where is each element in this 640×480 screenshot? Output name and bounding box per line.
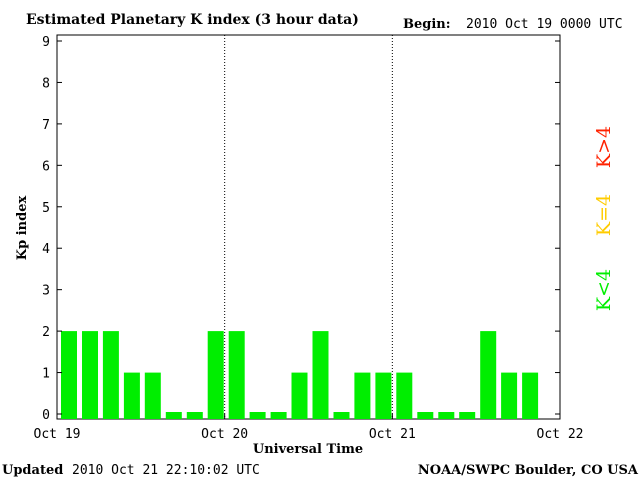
kp-bar bbox=[249, 412, 266, 419]
kp-bar bbox=[123, 372, 140, 419]
y-tick-label: 1 bbox=[42, 367, 50, 382]
plot-frame bbox=[56, 34, 561, 420]
updated-label: Updated bbox=[2, 463, 63, 478]
kp-bar bbox=[501, 372, 518, 419]
x-tick-label: Oct 19 bbox=[34, 427, 81, 442]
y-tick-label: 7 bbox=[42, 118, 50, 133]
kp-bar bbox=[165, 412, 182, 419]
y-tick-label: 5 bbox=[42, 201, 50, 216]
kp-bar bbox=[186, 412, 203, 419]
day-gridlines bbox=[224, 35, 393, 419]
legend-item: K<4 bbox=[593, 269, 615, 311]
x-tick-label: Oct 20 bbox=[201, 427, 248, 442]
bars bbox=[61, 331, 539, 419]
x-ticks: Oct 19 Oct 20 Oct 21 Oct 22 bbox=[34, 414, 584, 442]
y-axis-label: Kp index bbox=[15, 196, 30, 261]
x-tick-label: Oct 22 bbox=[537, 427, 584, 442]
kp-bar bbox=[291, 372, 308, 419]
begin-value: 2010 Oct 19 0000 UTC bbox=[466, 17, 623, 32]
kp-bar bbox=[354, 372, 371, 419]
legend-item: K>4 bbox=[593, 126, 615, 168]
legend-item: K=4 bbox=[593, 194, 615, 236]
y-tick-label: 4 bbox=[42, 242, 50, 257]
kp-bar bbox=[333, 412, 350, 419]
kp-bar bbox=[459, 412, 476, 419]
kp-bar bbox=[228, 331, 245, 419]
kp-bar bbox=[144, 372, 161, 419]
y-tick-label: 6 bbox=[42, 159, 50, 174]
kp-bar bbox=[312, 331, 329, 419]
y-tick-label: 8 bbox=[42, 76, 50, 91]
updated-value: 2010 Oct 21 22:10:02 UTC bbox=[72, 463, 260, 478]
x-tick-label: Oct 21 bbox=[369, 427, 416, 442]
source-credit: NOAA/SWPC Boulder, CO USA bbox=[418, 463, 639, 478]
y-tick-label: 0 bbox=[42, 408, 50, 423]
y-tick-label: 3 bbox=[42, 284, 50, 299]
chart-title: Estimated Planetary K index (3 hour data… bbox=[26, 12, 359, 28]
y-ticks: 0 1 2 3 4 5 6 7 8 9 bbox=[42, 35, 560, 423]
kp-bar bbox=[396, 372, 413, 419]
kp-bar bbox=[417, 412, 434, 419]
kp-bar bbox=[522, 372, 539, 419]
kp-bar bbox=[61, 331, 77, 419]
legend: K>4 K=4 K<4 bbox=[593, 126, 615, 311]
y-tick-label: 2 bbox=[42, 325, 50, 340]
kp-bar bbox=[375, 372, 392, 419]
kp-bar bbox=[102, 331, 119, 419]
y-tick-label: 9 bbox=[42, 35, 50, 50]
kp-bar bbox=[82, 331, 98, 419]
kp-bar bbox=[270, 412, 287, 419]
begin-label: Begin: bbox=[403, 17, 451, 32]
kp-bar bbox=[480, 331, 497, 419]
x-axis-label: Universal Time bbox=[253, 442, 363, 457]
kp-bar bbox=[207, 331, 224, 419]
kp-bar bbox=[438, 412, 455, 419]
